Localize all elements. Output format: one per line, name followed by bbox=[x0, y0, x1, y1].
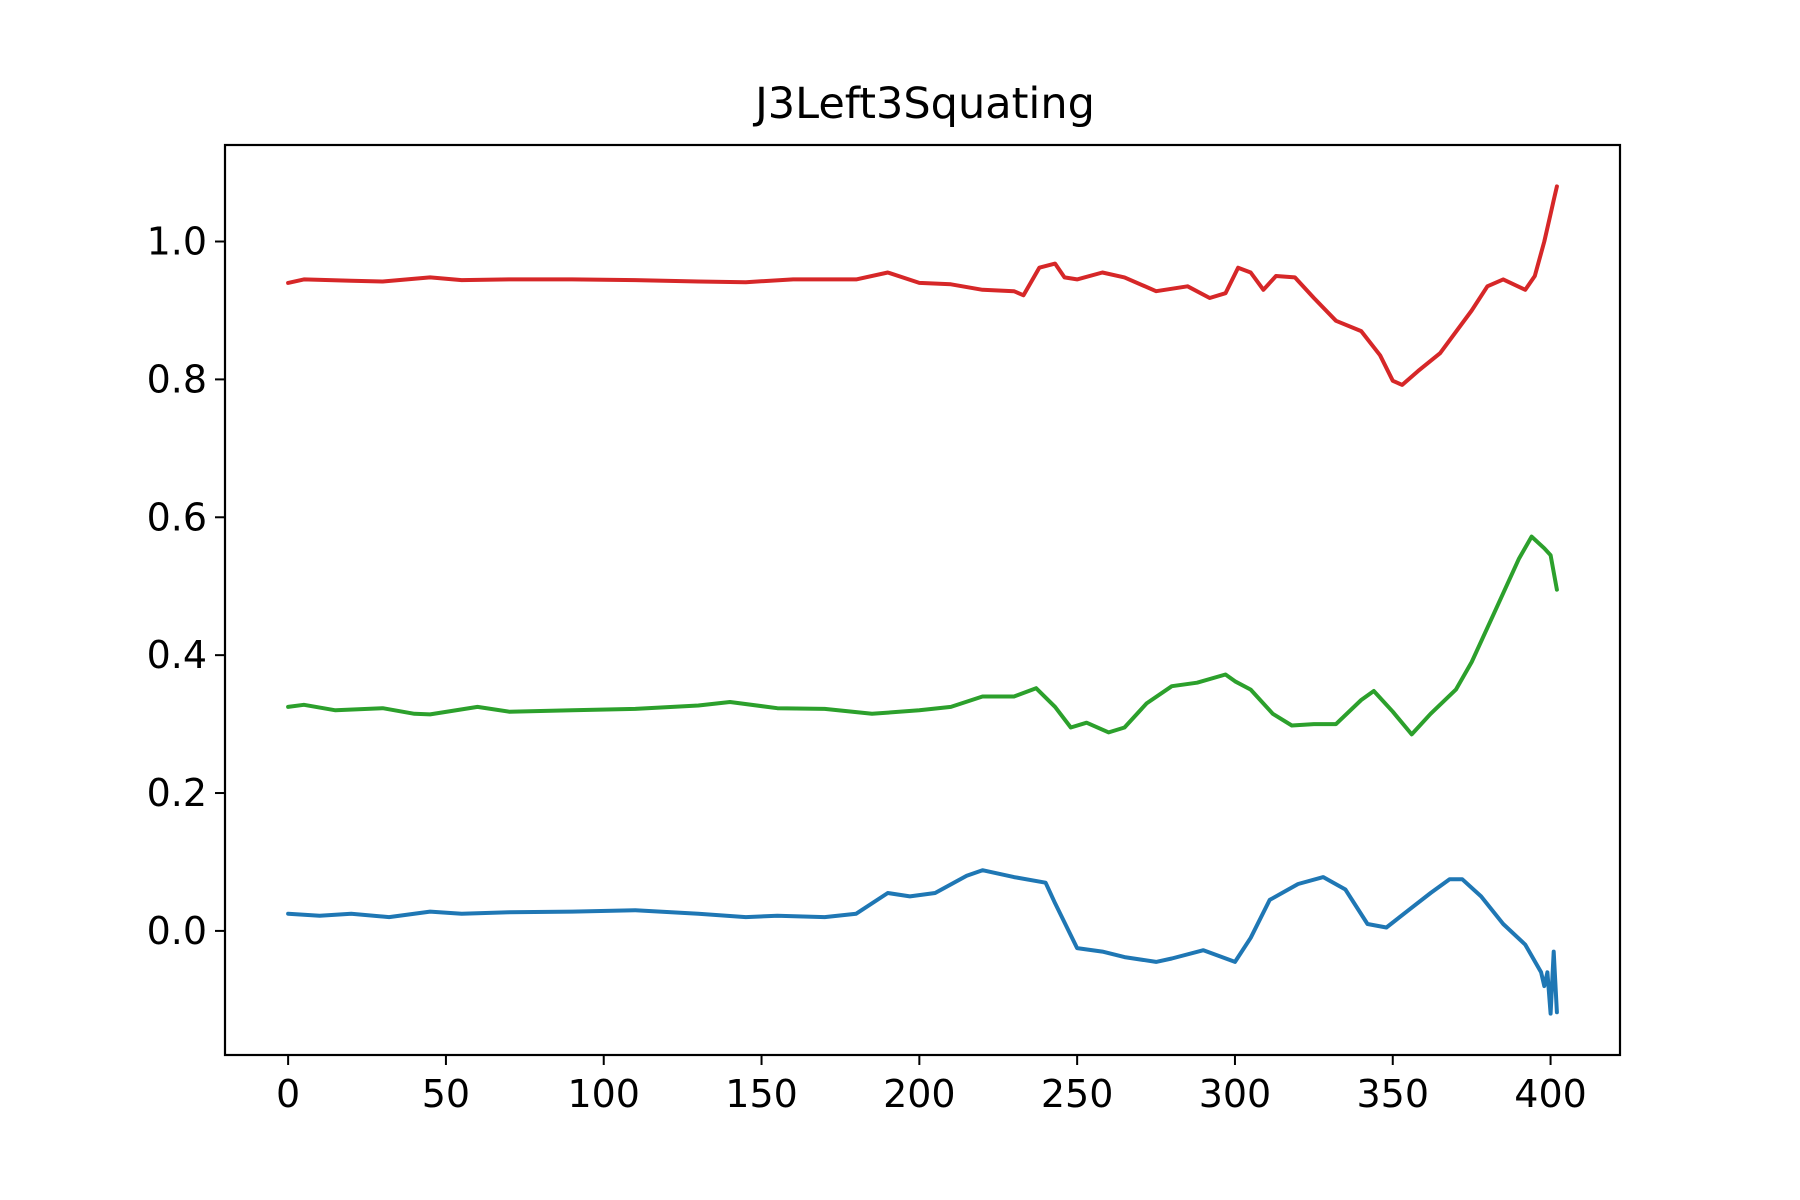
y-tick-label: 1.0 bbox=[147, 220, 207, 264]
y-tick-label: 0.6 bbox=[147, 495, 207, 539]
x-tick-label: 50 bbox=[422, 1072, 470, 1116]
x-tick-label: 300 bbox=[1199, 1072, 1272, 1116]
x-tick-label: 350 bbox=[1356, 1072, 1429, 1116]
x-axis: 0 50 100 150 200 250 300 350 400 bbox=[276, 1055, 1587, 1116]
series-line-3 bbox=[286, 868, 1559, 1016]
chart-title: J3Left3Squating bbox=[752, 79, 1095, 129]
x-tick-label: 200 bbox=[883, 1072, 956, 1116]
series-line-1 bbox=[286, 184, 1559, 387]
y-tick-label: 0.4 bbox=[147, 633, 207, 677]
y-tick-label: 0.2 bbox=[147, 771, 207, 815]
x-tick-label: 0 bbox=[276, 1072, 300, 1116]
x-tick-label: 400 bbox=[1514, 1072, 1587, 1116]
axes-frame bbox=[223, 143, 1622, 1057]
x-tick-label: 150 bbox=[725, 1072, 798, 1116]
series-line-2 bbox=[286, 534, 1559, 737]
x-tick-label: 100 bbox=[567, 1072, 640, 1116]
plot-area bbox=[286, 184, 1559, 1016]
x-tick-label: 250 bbox=[1041, 1072, 1114, 1116]
y-axis: 0.0 0.2 0.4 0.6 0.8 1.0 bbox=[147, 220, 225, 953]
y-tick-label: 0.8 bbox=[147, 357, 207, 401]
y-tick-label: 0.0 bbox=[147, 909, 207, 953]
